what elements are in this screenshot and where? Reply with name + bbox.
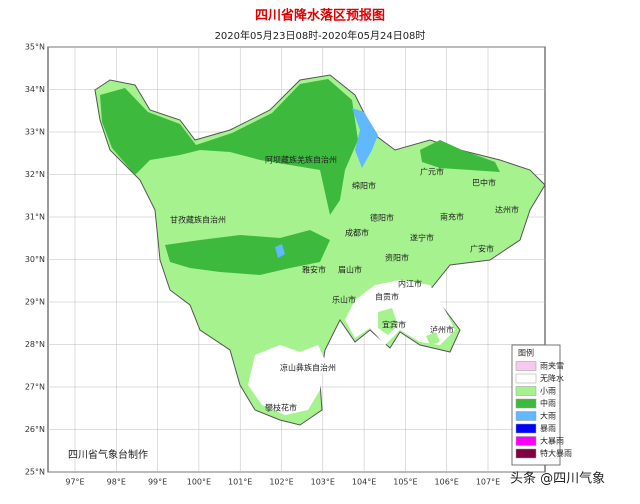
legend-label: 中雨	[540, 398, 556, 408]
region-label: 凉山彝族自治州	[280, 363, 336, 373]
lon-label: 101°E	[228, 478, 252, 487]
region-label: 泸州市	[430, 325, 454, 335]
light-rain-patch	[378, 308, 398, 335]
no-rain	[248, 345, 325, 415]
light-rain-patch	[426, 332, 440, 345]
region-label: 成都市	[345, 228, 369, 238]
lat-label: 33°N	[25, 128, 45, 137]
heavy-rain	[275, 244, 285, 258]
region-label: 内江市	[398, 279, 422, 289]
region-label: 巴中市	[472, 178, 496, 188]
region-label: 自贡市	[375, 292, 399, 302]
region-label: 广元市	[420, 167, 444, 177]
lon-label: 105°E	[393, 478, 417, 487]
legend-label: 特大暴雨	[540, 448, 572, 458]
region-label: 宜宾市	[382, 320, 406, 330]
legend-swatch	[515, 423, 537, 434]
legend-title: 图例	[518, 348, 534, 358]
lat-label: 35°N	[25, 43, 45, 52]
legend-swatch	[515, 448, 537, 459]
region-label: 资阳市	[385, 253, 409, 263]
region-label: 南充市	[440, 212, 464, 222]
region-label: 雅安市	[302, 265, 326, 275]
region-label: 德阳市	[370, 213, 394, 223]
region-label: 甘孜藏族自治州	[170, 215, 226, 225]
subtitle: 2020年05月23日08时-2020年05月24日08时	[215, 29, 426, 42]
watermark: 头条 @四川气象	[510, 471, 605, 487]
lat-label: 32°N	[25, 170, 45, 179]
moderate-rain	[100, 79, 358, 215]
lat-label: 26°N	[25, 425, 45, 434]
legend-label: 小雨	[540, 387, 556, 396]
legend-swatch	[515, 436, 537, 446]
lon-label: 99°E	[148, 478, 167, 487]
lat-label: 29°N	[25, 298, 45, 307]
region-label: 达州市	[495, 205, 519, 215]
lon-label: 103°E	[311, 478, 335, 487]
region-label: 遂宁市	[410, 233, 434, 243]
legend-label: 暴雨	[540, 424, 556, 433]
lon-label: 98°E	[107, 478, 126, 487]
legend-label: 无降水	[540, 373, 564, 383]
legend-swatch	[515, 411, 537, 421]
legend-label: 大暴雨	[540, 436, 564, 446]
lat-label: 27°N	[25, 383, 45, 392]
region-label: 眉山市	[338, 265, 362, 275]
credit: 四川省气象台制作	[68, 448, 148, 461]
region-label: 阿坝藏族羌族自治州	[265, 155, 337, 165]
region-label: 乐山市	[332, 295, 356, 305]
title: 四川省降水落区预报图	[255, 8, 385, 24]
lon-label: 107°E	[476, 478, 500, 487]
moderate-rain	[420, 140, 500, 172]
region-label: 攀枝花市	[265, 403, 297, 413]
lat-label: 28°N	[25, 340, 45, 349]
legend-swatch	[515, 386, 537, 396]
lat-label: 30°N	[25, 255, 45, 264]
legend-swatch	[515, 398, 537, 409]
lon-label: 106°E	[435, 478, 459, 487]
lon-label: 104°E	[352, 478, 376, 487]
lat-label: 34°N	[25, 85, 45, 94]
region-label: 绵阳市	[352, 181, 376, 191]
region-label: 广安市	[470, 244, 494, 254]
legend-swatch	[515, 373, 537, 384]
moderate-rain	[165, 230, 330, 275]
lat-label: 25°N	[25, 468, 45, 477]
legend-label: 雨夹雪	[540, 361, 564, 371]
legend-swatch	[515, 361, 537, 371]
lon-label: 97°E	[65, 478, 84, 487]
lon-label: 102°E	[269, 478, 293, 487]
no-rain	[345, 280, 455, 345]
legend-label: 大雨	[540, 411, 556, 421]
lon-label: 100°E	[187, 478, 211, 487]
lat-label: 31°N	[25, 213, 45, 222]
heavy-rain	[352, 108, 378, 168]
